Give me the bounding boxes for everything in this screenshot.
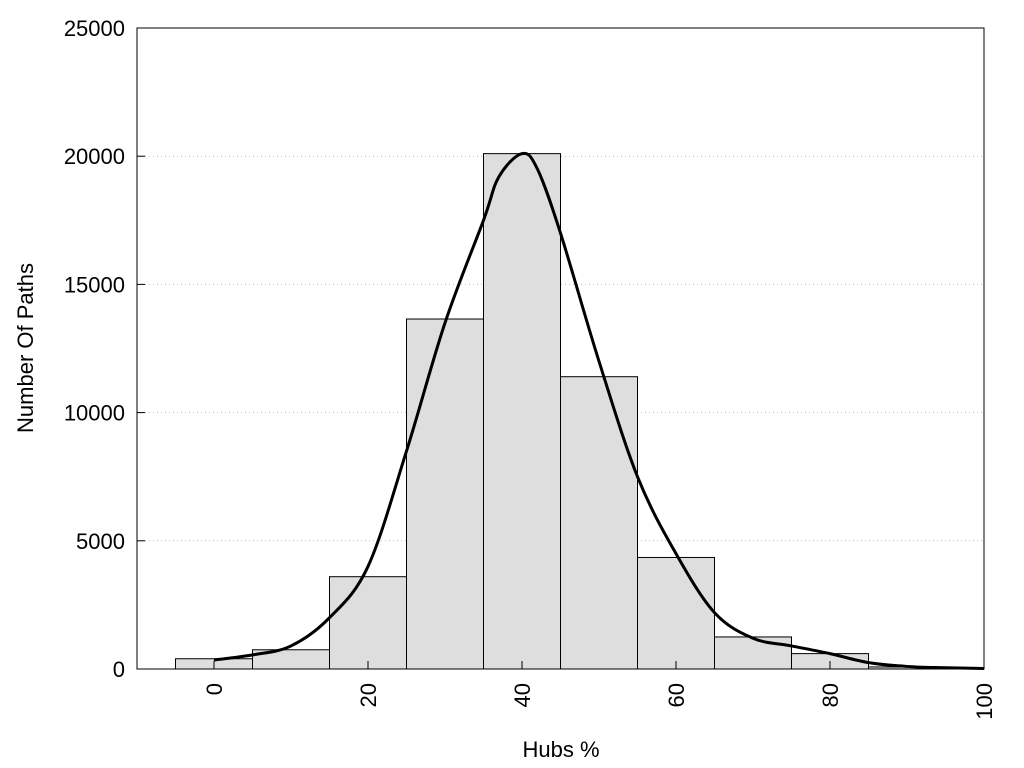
histogram-bar (714, 636, 792, 670)
x-tick-label: 20 (356, 683, 381, 707)
x-tick-label: 80 (818, 683, 843, 707)
y-tick-label: 5000 (76, 529, 125, 554)
x-tick-label: 40 (510, 683, 535, 707)
histogram-bar (329, 576, 407, 670)
x-tick-label: 60 (664, 683, 689, 707)
histogram-bar (560, 376, 638, 670)
y-tick-label: 25000 (64, 16, 125, 41)
y-tick-label: 10000 (64, 401, 125, 426)
histogram-bar (637, 556, 715, 670)
density-curve (213, 151, 985, 670)
y-tick-label: 15000 (64, 272, 125, 297)
y-tick-label: 0 (113, 657, 125, 682)
y-axis-ticks: 0 5000 10000 15000 20000 25000 (64, 16, 145, 682)
y-tick-label: 20000 (64, 144, 125, 169)
x-tick-label: 0 (202, 683, 227, 695)
histogram-bars (175, 153, 946, 670)
x-axis-label: Hubs % (522, 737, 599, 762)
x-tick-label: 100 (972, 683, 997, 720)
y-axis-label: Number Of Paths (13, 263, 38, 433)
plot-frame (136, 27, 985, 670)
histogram-bar (406, 318, 484, 670)
x-axis-ticks: 0 20 40 60 80 100 (202, 661, 997, 720)
histogram-bar (483, 153, 561, 670)
